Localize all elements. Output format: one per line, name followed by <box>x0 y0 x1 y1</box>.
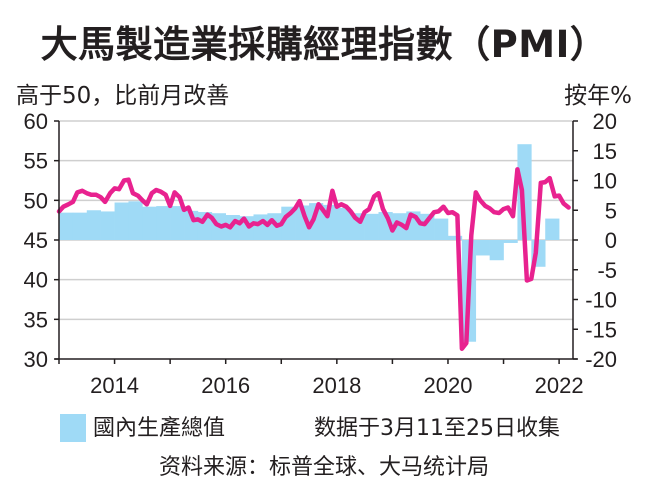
gdp-bar <box>309 203 324 240</box>
gdp-bar <box>170 206 185 240</box>
gdp-bar <box>72 212 88 240</box>
right-tick-label: 0 <box>605 228 617 253</box>
right-tick-label: -5 <box>597 258 617 283</box>
x-tick-label: 2016 <box>201 373 250 398</box>
gdp-bar <box>114 202 129 240</box>
gdp-bar <box>447 235 463 240</box>
right-tick-label: 20 <box>593 109 617 134</box>
right-tick-label: 10 <box>593 169 617 194</box>
right-tick-label: -10 <box>585 288 617 313</box>
left-tick-label: 30 <box>24 347 48 372</box>
gdp-bar <box>128 201 143 240</box>
left-axis-label: 高于50，比前月改善 <box>16 83 230 109</box>
left-tick-label: 60 <box>24 109 48 134</box>
legend-swatch-gdp <box>60 414 86 442</box>
gdp-bar <box>503 240 518 243</box>
gdp-bar <box>545 218 560 240</box>
pmi-chart: 30 35 40 45 50 55 60 -20 -15 -10 -5 0 5 10 15 20 2014 201… <box>24 109 617 398</box>
source-note: 资料来源：标普全球、大马统计局 <box>158 455 489 480</box>
right-tick-label: 15 <box>593 139 617 164</box>
gdp-bar <box>59 212 74 240</box>
gdp-bar <box>253 214 268 240</box>
axes <box>54 120 578 364</box>
x-tick-label: 2020 <box>423 373 472 398</box>
left-tick-label: 35 <box>24 307 48 332</box>
right-tick-label: 5 <box>605 198 617 223</box>
gdp-bar <box>489 240 504 261</box>
left-tick-label: 55 <box>24 149 48 174</box>
gdp-bar <box>86 210 101 240</box>
right-axis-label: 按年% <box>564 83 632 109</box>
legend-label-gdp: 國內生產總值 <box>93 416 226 441</box>
gdp-bar <box>517 144 532 240</box>
x-tick-label: 2014 <box>90 373 139 398</box>
left-tick-label: 40 <box>24 268 48 293</box>
tick-labels: 30 35 40 45 50 55 60 -20 -15 -10 -5 0 5 10 15 20 2014 201… <box>24 109 617 398</box>
x-tick-label: 2018 <box>312 373 361 398</box>
data-collection-note: 数据于3月11至25日收集 <box>314 416 560 441</box>
gdp-bar <box>142 206 157 240</box>
chart-title: 大馬製造業採購經理指數（PMI） <box>40 23 608 66</box>
right-tick-label: -15 <box>585 317 617 342</box>
gdp-bar <box>156 206 171 240</box>
x-tick-label: 2022 <box>535 373 584 398</box>
gdp-bar <box>475 240 490 256</box>
gdp-bar <box>336 207 352 240</box>
gdp-bar <box>434 218 449 240</box>
gdp-bar <box>100 211 115 240</box>
gdp-bar <box>392 213 407 240</box>
left-tick-label: 45 <box>24 228 48 253</box>
right-tick-label: -20 <box>585 347 617 372</box>
gdp-bar <box>420 213 435 240</box>
left-tick-label: 50 <box>24 188 48 213</box>
pmi-line-group <box>56 167 571 351</box>
gdp-bars <box>59 144 560 342</box>
gdp-bar <box>364 213 379 240</box>
pmi-line <box>56 167 571 351</box>
